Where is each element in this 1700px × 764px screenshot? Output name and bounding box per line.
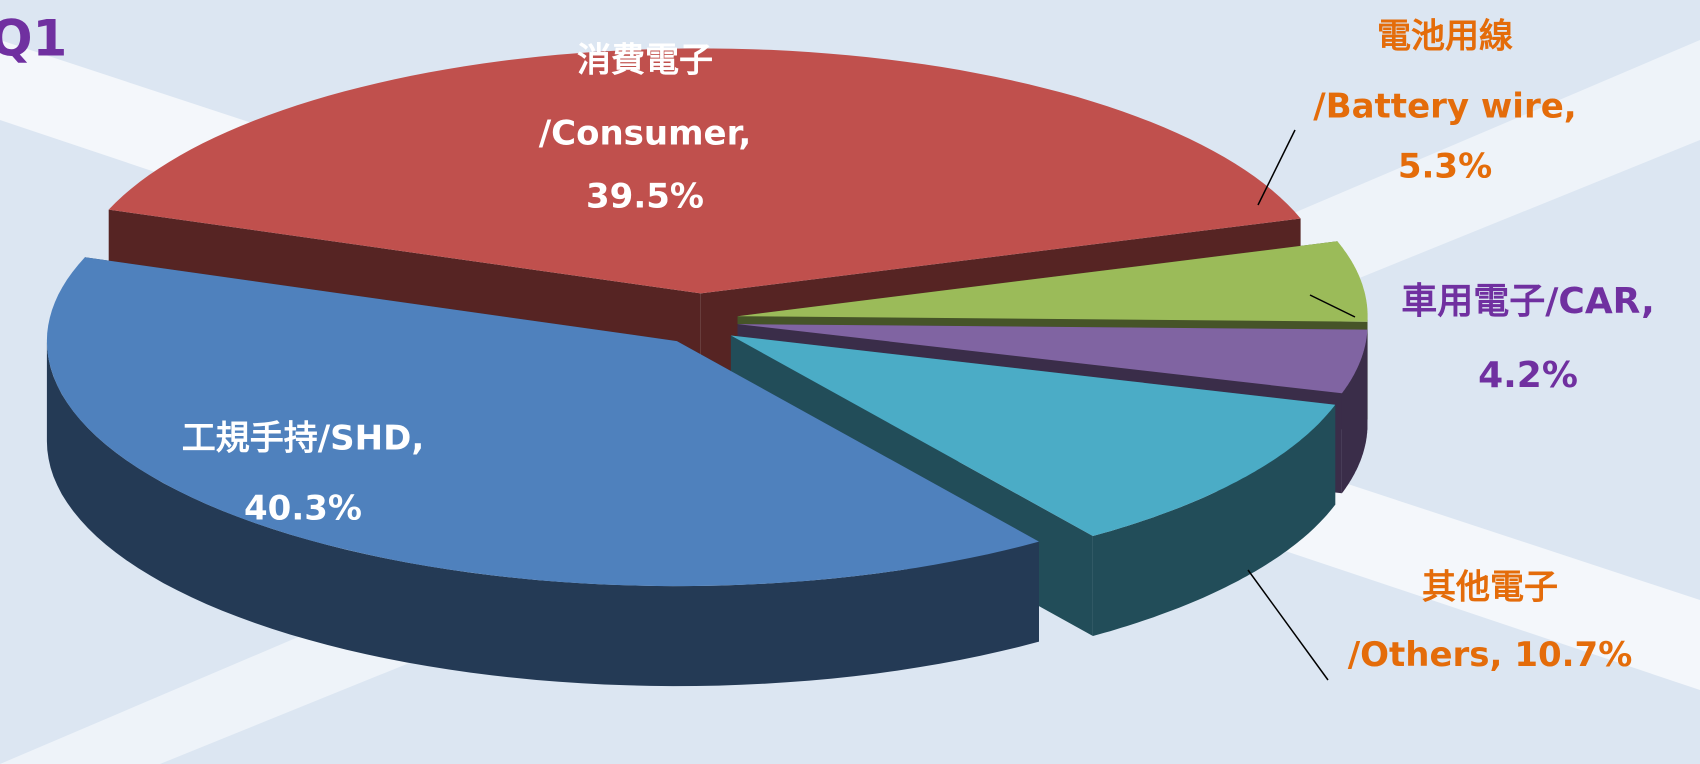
labels: 消費電子/Consumer, 39.5% 電池用線/Battery wire, 5.3…: [182, 17, 1655, 681]
leader-line: [1309, 294, 1356, 318]
value-label: 4.2%: [1478, 355, 1578, 396]
category-label: 車用電子/CAR,: [1401, 281, 1655, 322]
category-label: 電池用線: [1377, 17, 1513, 57]
slice-wall: [1341, 329, 1368, 494]
slice-wall: [1092, 404, 1336, 636]
category-label: 消費電子: [577, 41, 713, 81]
category-label: /Others,: [1348, 635, 1503, 675]
value-label: 10.7%: [1514, 635, 1632, 675]
slice: [737, 324, 1368, 394]
slice: [108, 48, 1301, 294]
category-label: 其他電子: [1422, 568, 1558, 608]
category-label: /Consumer,: [539, 114, 752, 154]
data-label: /Others, 10.7%: [1348, 635, 1633, 675]
value-label: 39.5%: [586, 177, 704, 217]
value-label: 5.3%: [1398, 147, 1492, 187]
category-label: /Battery wire,: [1313, 87, 1576, 127]
leader-line: [1247, 569, 1329, 681]
slice: [46, 257, 1039, 587]
slice-wall: [46, 341, 1039, 687]
pie: [46, 48, 1368, 687]
slice: [737, 241, 1368, 322]
value-label: 40.3%: [244, 489, 362, 529]
chart-title: Q1: [0, 10, 67, 68]
slice: [730, 335, 1336, 536]
leader-line: [1257, 129, 1296, 206]
category-label: 工規手持/SHD,: [182, 419, 425, 459]
